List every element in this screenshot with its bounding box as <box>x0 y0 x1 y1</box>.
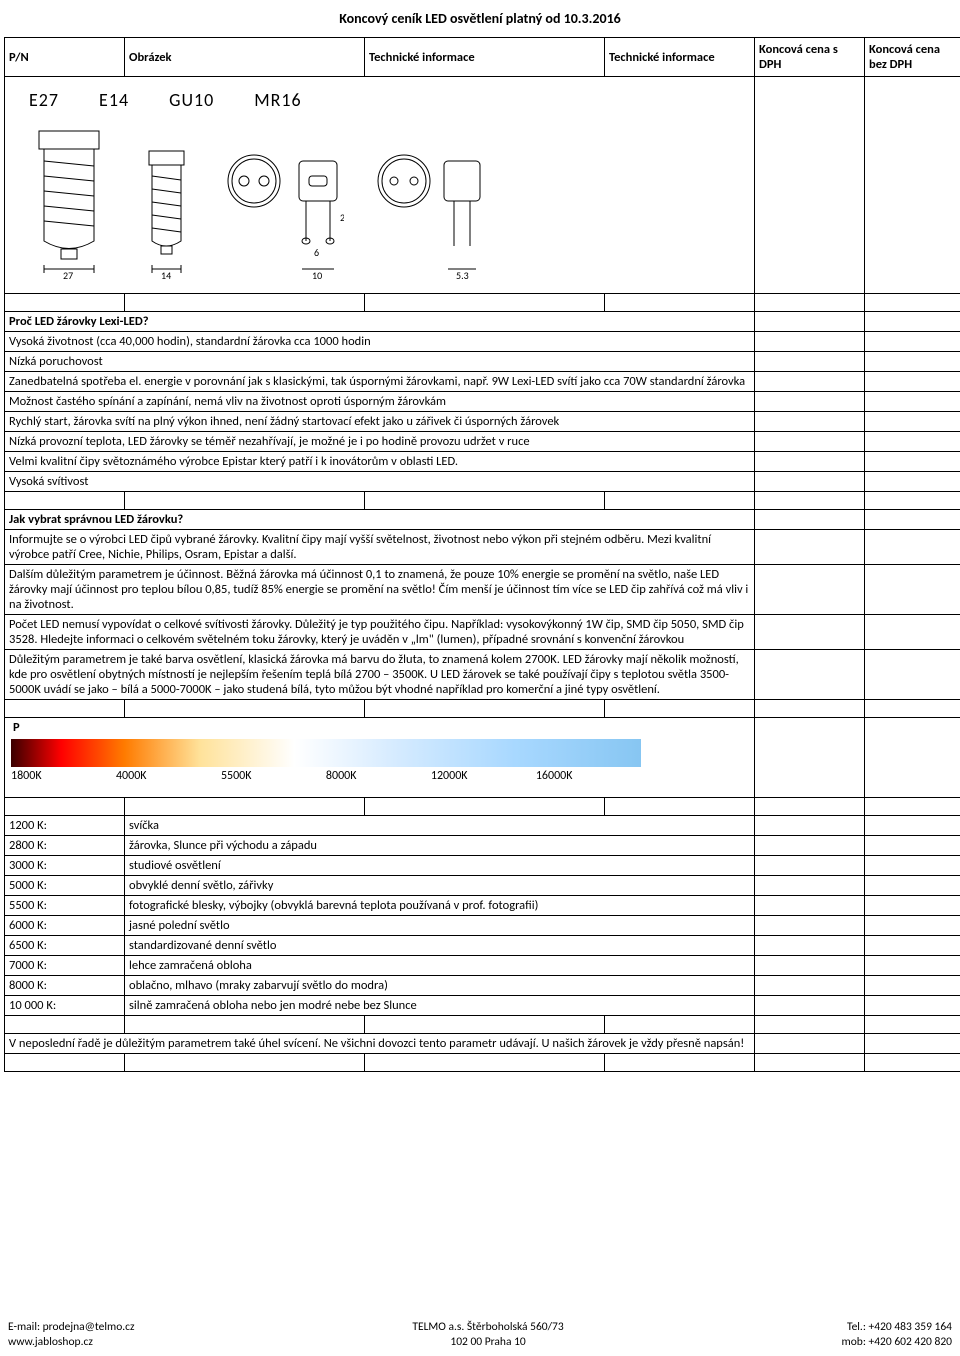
table-header-row: P/N Obrázek Technické informace Technick… <box>5 38 960 77</box>
s1-line: Možnost častého spínání a zapínání, nemá… <box>5 392 755 412</box>
th-image: Obrázek <box>125 38 365 77</box>
socket-label-e14: E14 <box>99 89 129 111</box>
th-price-novat: Koncová cena bez DPH <box>865 38 960 77</box>
th-price-vat: Koncová cena s DPH <box>755 38 865 77</box>
kelvin-k: 5500 K: <box>5 896 125 916</box>
kelvin-desc: obvyklé denní světlo, zářivky <box>125 876 755 896</box>
kelvin-desc: lehce zamračená obloha <box>125 956 755 976</box>
s1-line: Velmi kvalitní čipy světoznámého výrobce… <box>5 452 755 472</box>
pricelist-table: P/N Obrázek Technické informace Technick… <box>4 37 960 1072</box>
socket-label-gu10: GU10 <box>169 89 214 111</box>
kelvin-desc: žárovka, Slunce při východu a západu <box>125 836 755 856</box>
page-title: Koncový ceník LED osvětlení platný od 10… <box>4 4 956 37</box>
color-temp-scale: 1800K 4000K 5500K 8000K 12000K 16000K <box>11 769 641 783</box>
kelvin-k: 1200 K: <box>5 816 125 836</box>
svg-text:6: 6 <box>314 246 319 259</box>
s1-line: Vysoká svítivost <box>5 472 755 492</box>
kelvin-k: 3000 K: <box>5 856 125 876</box>
svg-text:14: 14 <box>161 269 171 281</box>
kelvin-desc: jasné polední světlo <box>125 916 755 936</box>
kelvin-desc: silně zamračená obloha nebo jen modré ne… <box>125 996 755 1016</box>
th-tech2: Technické informace <box>605 38 755 77</box>
e14-icon: 14 <box>139 121 194 281</box>
s1-line: Nízká provozní teplota, LED žárovky se t… <box>5 432 755 452</box>
color-bar-letter: P <box>9 720 20 735</box>
svg-text:27: 27 <box>63 269 73 281</box>
kelvin-k: 6000 K: <box>5 916 125 936</box>
closing-note: V neposlední řadě je důležitým parametre… <box>5 1034 755 1054</box>
s1-line: Nízká poruchovost <box>5 352 755 372</box>
color-temp-cell: P 1800K 4000K 5500K 8000K 12000K 16000K <box>5 718 755 798</box>
s2-line: Počet LED nemusí vypovídat o celkové sví… <box>5 615 755 650</box>
kelvin-k: 5000 K: <box>5 876 125 896</box>
footer-tel: Tel.: +420 483 359 164 <box>842 1320 952 1335</box>
tick: 4000K <box>116 769 221 783</box>
section2-title: Jak vybrat správnou LED žárovku? <box>5 510 755 530</box>
kelvin-k: 6500 K: <box>5 936 125 956</box>
footer-address1: TELMO a.s. Štěrboholská 560/73 <box>412 1320 563 1335</box>
socket-label-e27: E27 <box>29 89 59 111</box>
svg-text:10: 10 <box>312 269 322 281</box>
mr16-icon: 5.3 <box>374 121 484 281</box>
kelvin-k: 2800 K: <box>5 836 125 856</box>
socket-label-mr16: MR16 <box>254 89 301 111</box>
color-temp-bar <box>11 739 641 767</box>
e27-icon: 27 <box>29 121 109 281</box>
tick: 5500K <box>221 769 326 783</box>
tick: 12000K <box>431 769 536 783</box>
footer-email: E-mail: prodejna@telmo.cz <box>8 1320 135 1335</box>
kelvin-desc: oblačno, mlhavo (mraky zabarvují světlo … <box>125 976 755 996</box>
kelvin-k: 10 000 K: <box>5 996 125 1016</box>
svg-text:5.3: 5.3 <box>456 269 469 281</box>
s2-line: Dalším důležitým parametrem je účinnost.… <box>5 565 755 615</box>
s2-line: Důležitým parametrem je také barva osvět… <box>5 650 755 700</box>
footer-address2: 102 00 Praha 10 <box>412 1335 563 1350</box>
section1-title: Proč LED žárovky Lexi-LED? <box>5 312 755 332</box>
s2-line: Informujte se o výrobci LED čipů vybrané… <box>5 530 755 565</box>
kelvin-k: 8000 K: <box>5 976 125 996</box>
s1-line: Zanedbatelná spotřeba el. energie v poro… <box>5 372 755 392</box>
s1-line: Rychlý start, žárovka svítí na plný výko… <box>5 412 755 432</box>
footer-mob: mob: +420 602 420 820 <box>842 1335 952 1350</box>
kelvin-desc: studiové osvětlení <box>125 856 755 876</box>
kelvin-k: 7000 K: <box>5 956 125 976</box>
s1-line: Vysoká životnost (cca 40,000 hodin), sta… <box>5 332 755 352</box>
kelvin-desc: standardizované denní světlo <box>125 936 755 956</box>
svg-text:22: 22 <box>340 211 344 224</box>
kelvin-desc: fotografické blesky, výbojky (obvyklá ba… <box>125 896 755 916</box>
tick: 1800K <box>11 769 116 783</box>
gu10-icon: 22 6 10 <box>224 121 344 281</box>
page-footer: E-mail: prodejna@telmo.cz www.jabloshop.… <box>0 1320 960 1350</box>
tick: 16000K <box>536 769 641 783</box>
socket-diagram-cell: E27 E14 GU10 MR16 <box>5 77 755 294</box>
th-tech1: Technické informace <box>365 38 605 77</box>
kelvin-desc: svíčka <box>125 816 755 836</box>
th-pn: P/N <box>5 38 125 77</box>
tick: 8000K <box>326 769 431 783</box>
footer-web: www.jabloshop.cz <box>8 1335 135 1350</box>
